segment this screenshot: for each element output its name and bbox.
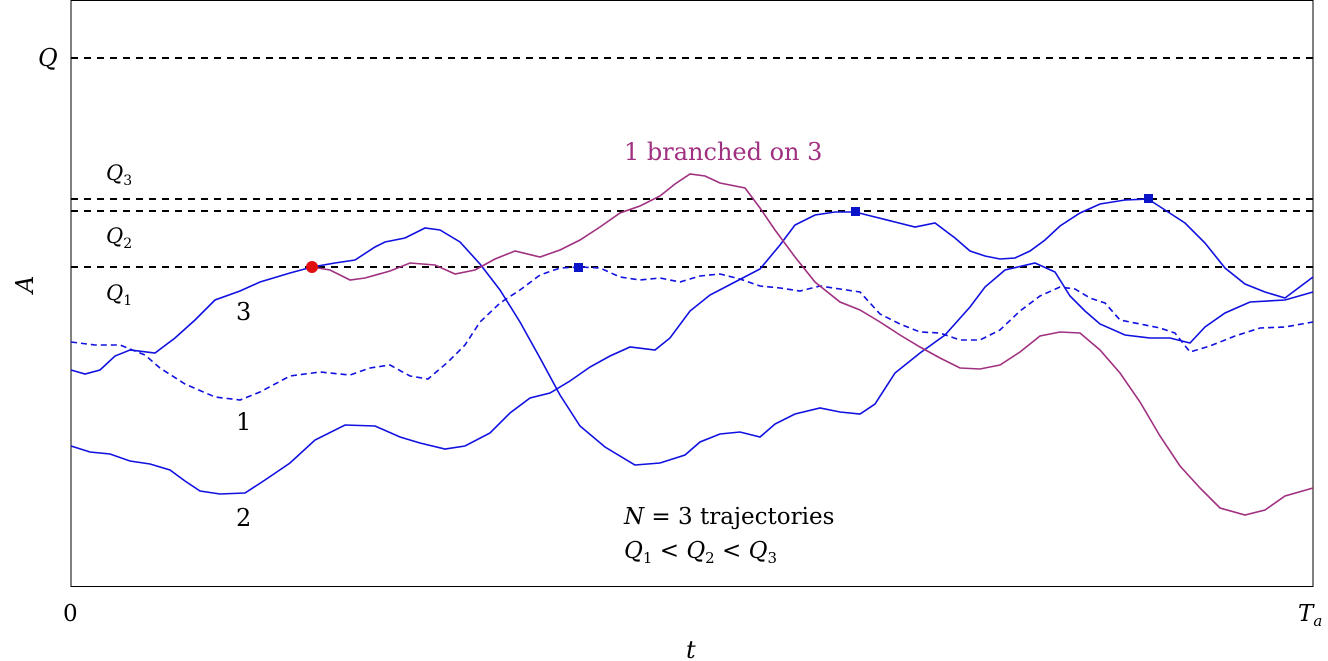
x-tick-0: 0 (63, 601, 78, 627)
branch-point-marker (306, 261, 318, 273)
threshold-label-q1: Q1 (106, 281, 132, 309)
threshold-label-q: Q (38, 44, 58, 72)
max-marker-trajectory-1 (574, 263, 583, 272)
trajectory-1-branched-on-3 (311, 173, 1314, 516)
max-marker-trajectory-3 (1144, 194, 1153, 203)
annotation-q-inequality: Q1 < Q2 < Q3 (624, 538, 777, 567)
max-marker-trajectory-2 (851, 207, 860, 216)
threshold-label-q3: Q3 (106, 161, 132, 189)
trajectory-2 (70, 198, 1314, 495)
trajectory-3 (70, 227, 1314, 466)
annotation-n-trajectories: N = 3 trajectories (623, 504, 834, 530)
trajectory-label-2: 2 (236, 504, 251, 532)
threshold-label-q2: Q2 (106, 224, 132, 252)
branched-label: 1 branched on 3 (624, 138, 822, 166)
x-tick-ta: Ta (1298, 601, 1322, 630)
plot-frame (70, 0, 1314, 587)
trajectory-label-1: 1 (236, 408, 251, 436)
trajectory-label-3: 3 (236, 298, 251, 326)
y-axis-label: A (11, 276, 39, 295)
x-axis-label: t (686, 636, 696, 661)
trajectory-1-dashed (70, 266, 1314, 401)
